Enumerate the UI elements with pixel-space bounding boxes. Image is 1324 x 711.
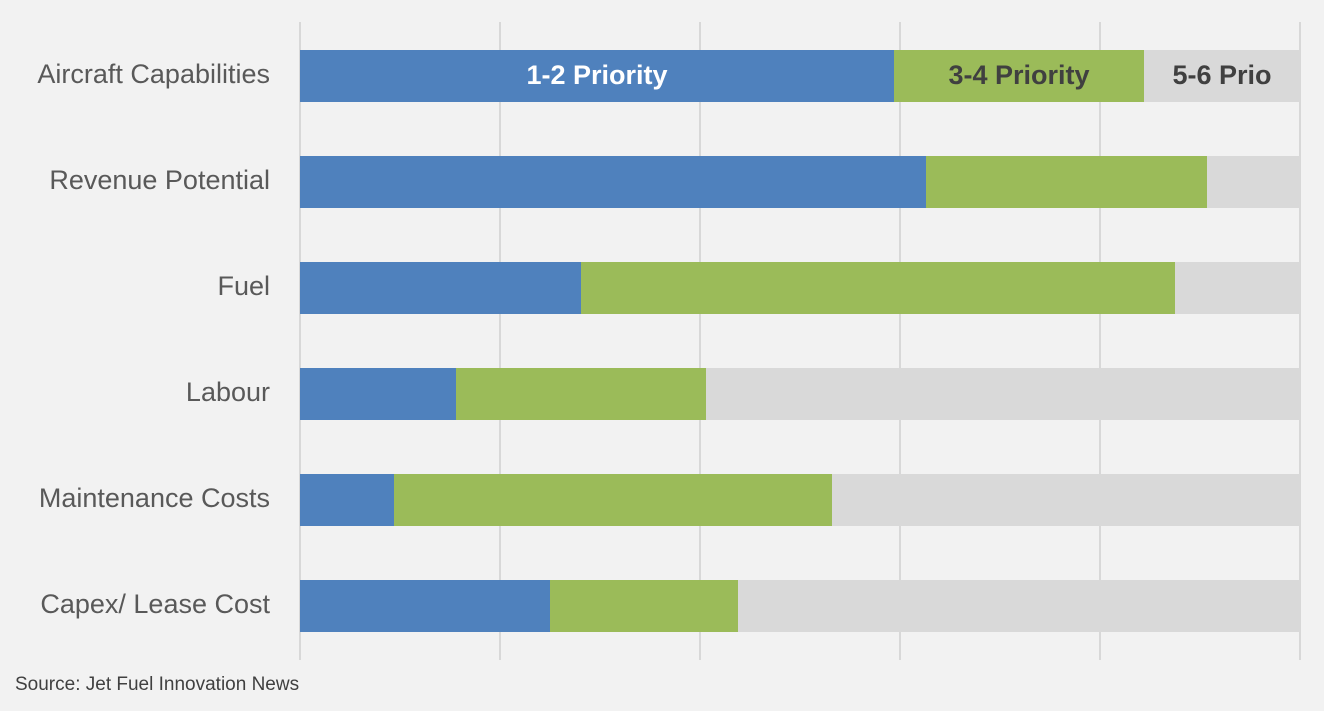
- bar-segment: [738, 580, 1300, 632]
- bar-segment: [456, 368, 706, 420]
- gridlines: [299, 22, 1301, 660]
- bar-segment: [1144, 50, 1300, 102]
- bar-segment: [300, 50, 894, 102]
- bar-segment: [706, 368, 1300, 420]
- bar-segment: [300, 262, 581, 314]
- category-labels: Aircraft Capabilities Revenue Potential Fu…: [37, 59, 270, 619]
- bar-segment: [550, 580, 738, 632]
- category-label: Labour: [186, 377, 270, 407]
- bar-segment: [394, 474, 832, 526]
- category-label: Aircraft Capabilities: [37, 59, 270, 89]
- series-labels: 1-2 Priority 3-4 Priority 5-6 Prio: [526, 60, 1271, 90]
- bar-segment: [300, 474, 394, 526]
- bars: [300, 50, 1300, 632]
- bar-segment: [300, 580, 550, 632]
- category-label: Revenue Potential: [49, 165, 270, 195]
- series-label: 5-6 Prio: [1172, 60, 1271, 90]
- series-label: 3-4 Priority: [948, 60, 1089, 90]
- category-label: Fuel: [217, 271, 270, 301]
- category-label: Capex/ Lease Cost: [40, 589, 270, 619]
- bar-segment: [300, 156, 926, 208]
- bar-segment: [832, 474, 1300, 526]
- series-label: 1-2 Priority: [526, 60, 667, 90]
- category-label: Maintenance Costs: [39, 483, 270, 513]
- bar-segment: [926, 156, 1207, 208]
- bar-segment: [1175, 262, 1300, 314]
- bar-segment: [300, 368, 456, 420]
- bar-segment: [1207, 156, 1300, 208]
- bar-segment: [581, 262, 1175, 314]
- bar-segment: [894, 50, 1144, 102]
- source-note: Source: Jet Fuel Innovation News: [15, 674, 300, 695]
